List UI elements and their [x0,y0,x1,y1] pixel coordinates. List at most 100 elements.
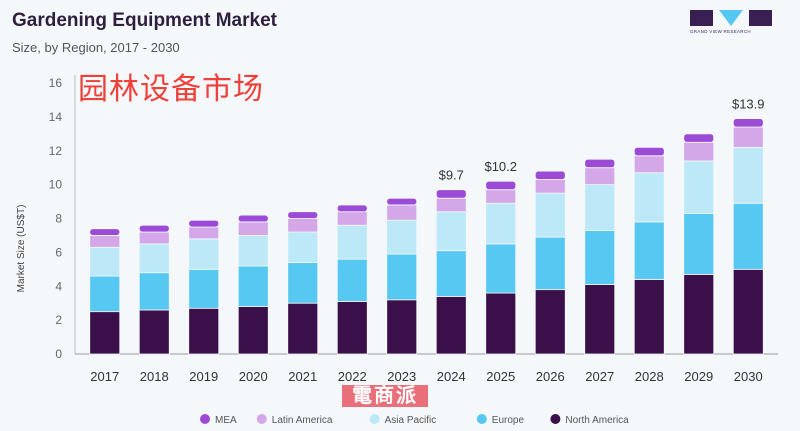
bar-segment-latin-america [237,221,269,236]
bar-segment-north-america [237,306,269,355]
data-label-total: $10.2 [484,159,517,174]
bar-segment-mea [732,118,764,128]
bar-segment-latin-america [683,141,715,162]
bar-segment-asia-pacific [633,172,665,223]
bar-segment-asia-pacific [89,246,121,277]
bar-segment-north-america [138,309,170,355]
bar-segment-mea [534,170,566,180]
legend-marker [369,414,380,424]
x-tick-label: 2026 [536,369,565,384]
bar-segment-north-america [683,273,715,355]
bar-segment-latin-america [287,218,319,233]
bar-segment-asia-pacific [237,235,269,267]
bar-segment-latin-america [188,226,220,240]
y-tick-label: 6 [55,245,62,259]
legend-label: Europe [492,415,525,426]
bar-segment-asia-pacific [485,202,517,245]
bar-segment-europe [485,243,517,294]
bar-segment-north-america [287,302,319,355]
bar-segment-europe [683,213,715,275]
bar-segment-north-america [89,311,121,355]
x-tick-label: 2029 [684,369,713,384]
watermark-overlay-text: 园林设备市场 [78,73,264,106]
bar-segment-asia-pacific [188,238,220,270]
x-tick-label: 2020 [239,369,268,384]
bar-segment-north-america [534,289,566,355]
watermark-stamp: 電商派 [342,385,428,407]
x-tick-label: 2017 [90,369,119,384]
bar-segment-europe [89,275,121,313]
bar-segment-asia-pacific [683,160,715,214]
bar-segment-mea [287,211,319,219]
bar-segment-mea [435,189,467,199]
bar-segment-asia-pacific [732,146,764,204]
x-tick-label: 2021 [288,369,317,384]
bar-segment-europe [435,250,467,297]
bar-segment-latin-america [534,179,566,194]
x-tick-label: 2022 [338,369,367,384]
bar-segment-europe [138,272,170,311]
legend-label: Asia Pacific [385,415,437,426]
x-tick-label: 2025 [486,369,515,384]
bar-segment-europe [386,253,418,301]
bar-segment-mea [633,146,665,157]
bar-segment-asia-pacific [584,184,616,231]
bar-segment-asia-pacific [386,219,418,255]
legend-marker [550,414,561,424]
x-tick-label: 2024 [437,369,466,384]
bar-segment-latin-america [485,189,517,204]
x-tick-label: 2019 [189,369,218,384]
bar-segment-asia-pacific [287,231,319,263]
x-tick-label: 2030 [734,369,763,384]
bar-segment-latin-america [336,211,368,226]
bar-segment-europe [287,262,319,304]
bar-segment-mea [485,180,517,191]
bar-segment-asia-pacific [534,192,566,238]
bar-segment-mea [89,228,121,236]
chart-subtitle: Size, by Region, 2017 - 2030 [12,40,180,55]
bar-segment-europe [188,268,220,309]
bar-segment-north-america [435,296,467,355]
bar-segment-latin-america [435,197,467,213]
logo-text: GRAND VIEW RESEARCH [690,29,751,34]
bar-segment-latin-america [386,204,418,221]
bar-segment-asia-pacific [435,211,467,252]
bar-segment-mea [683,133,715,143]
y-tick-label: 0 [55,347,62,361]
y-tick-label: 14 [49,110,63,124]
bar-segment-europe [584,229,616,285]
bar-segment-north-america [485,292,517,355]
bar-segment-latin-america [89,235,121,248]
legend-marker [200,414,210,424]
bar-segment-latin-america [633,155,665,174]
y-tick-label: 12 [49,144,63,158]
legend-label: North America [565,415,629,426]
data-label-total: $13.9 [732,97,765,112]
bar-segment-asia-pacific [138,243,170,274]
y-axis-title: Market Size (US$T) [16,205,27,293]
bar-segment-mea [584,158,616,169]
bar-segment-north-america [732,268,764,355]
bar-segment-north-america [633,279,665,355]
x-tick-label: 2023 [387,369,416,384]
bar-segment-europe [336,258,368,302]
bar-segment-north-america [386,299,418,355]
bar-segment-europe [237,265,269,307]
y-tick-label: 8 [55,212,62,226]
bar-segment-mea [188,219,220,228]
x-tick-label: 2028 [635,369,664,384]
bar-segment-mea [237,214,269,223]
bar-segment-latin-america [732,126,764,148]
x-tick-label: 2027 [585,369,614,384]
chart-title: Gardening Equipment Market [12,10,277,31]
y-tick-label: 2 [55,313,62,327]
y-tick-label: 4 [55,279,62,293]
bar-segment-latin-america [584,167,616,186]
bar-segment-north-america [336,301,368,355]
y-tick-label: 16 [49,76,63,90]
bar-segment-asia-pacific [336,224,368,260]
data-label-total: $9.7 [439,168,464,183]
x-tick-label: 2018 [140,369,169,384]
